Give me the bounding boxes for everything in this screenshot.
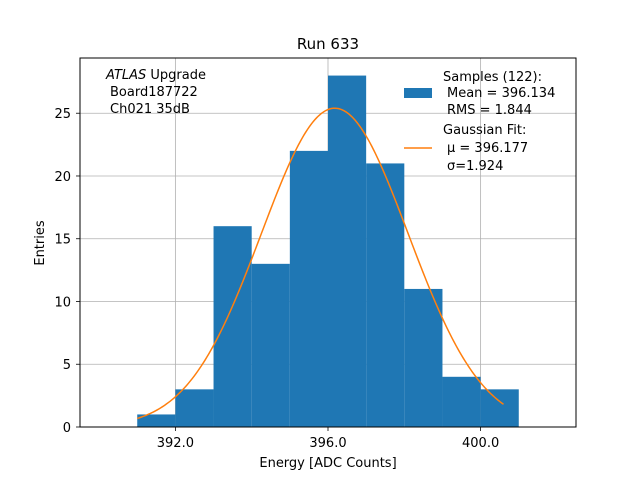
histogram-bar	[251, 263, 290, 427]
histogram-bar	[328, 75, 367, 428]
legend-samples-title: Samples (122):	[443, 70, 542, 85]
y-tick-label: 25	[54, 107, 71, 122]
histogram-bar	[137, 414, 176, 427]
gaussian-fit-curve	[136, 107, 504, 420]
x-tick-label: 392.0	[157, 436, 194, 451]
y-tick-label: 20	[54, 170, 71, 185]
legend-fit-sigma: σ=1.924	[447, 159, 503, 174]
y-tick-label: 10	[54, 295, 71, 310]
histogram-bar	[366, 163, 405, 427]
annotation-box: ATLAS Upgrade Board187722 Ch021 35dB	[105, 68, 206, 117]
x-axis-label: Energy [ADC Counts]	[259, 456, 396, 471]
y-tick-label: 5	[63, 358, 71, 373]
histogram-bars	[137, 75, 519, 428]
legend-samples-mean: Mean = 396.134	[447, 86, 555, 101]
histogram-bar	[213, 226, 252, 427]
histogram-bar	[289, 150, 328, 427]
y-axis-label: Entries	[33, 220, 48, 266]
histogram-bar	[175, 389, 214, 427]
chart-title: Run 633	[297, 35, 359, 53]
histogram-bar	[404, 288, 443, 427]
y-tick-label: 15	[54, 233, 71, 248]
legend-fit-title: Gaussian Fit:	[443, 123, 526, 138]
annotation-board: Board187722	[110, 85, 198, 100]
x-tick-label: 396.0	[309, 436, 346, 451]
histogram-bar	[442, 376, 481, 427]
annotation-channel: Ch021 35dB	[110, 102, 190, 117]
legend-samples-swatch	[404, 88, 432, 98]
y-tick-label: 0	[63, 421, 71, 436]
x-axis-ticks: 392.0 396.0 400.0	[157, 427, 499, 451]
legend: Samples (122): Mean = 396.134 RMS = 1.84…	[404, 70, 555, 174]
annotation-upgrade: Upgrade	[146, 68, 206, 83]
y-axis-ticks: 0 5 10 15 20 25	[54, 107, 80, 436]
annotation-atlas: ATLAS	[105, 68, 146, 83]
legend-fit-mu: μ = 396.177	[447, 141, 528, 156]
legend-samples-rms: RMS = 1.844	[447, 103, 532, 118]
histogram-bar	[480, 389, 519, 427]
annotation-line-1: ATLAS Upgrade	[105, 68, 206, 83]
x-tick-label: 400.0	[462, 436, 499, 451]
